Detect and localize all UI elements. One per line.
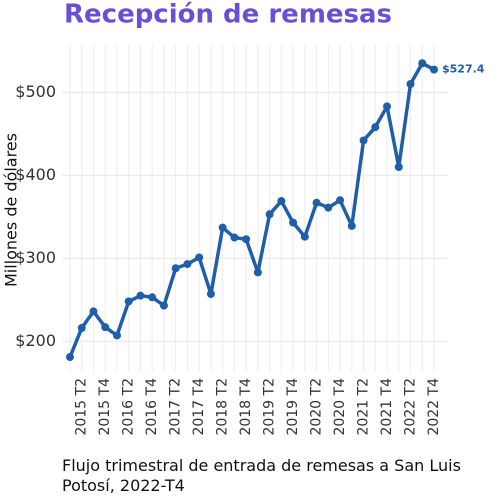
point bbox=[312, 198, 321, 207]
point bbox=[124, 297, 133, 306]
point bbox=[206, 289, 215, 298]
y-axis-label: Millones de dólares bbox=[2, 133, 21, 287]
point bbox=[148, 293, 157, 302]
y-tick-label: $300 bbox=[15, 248, 56, 267]
x-tick-label: 2016 T2 bbox=[121, 378, 137, 436]
point bbox=[300, 232, 309, 241]
point bbox=[359, 136, 368, 145]
x-tick-label: 2018 T2 bbox=[215, 378, 231, 436]
point bbox=[89, 307, 98, 316]
x-tick-label: 2019 T4 bbox=[285, 378, 301, 436]
point bbox=[394, 163, 403, 172]
point bbox=[347, 221, 356, 230]
x-tick-label: 2017 T2 bbox=[168, 378, 184, 436]
point bbox=[183, 260, 192, 269]
point bbox=[430, 65, 438, 74]
x-tick-label: 2021 T2 bbox=[356, 378, 372, 436]
point bbox=[253, 268, 262, 277]
point bbox=[159, 301, 168, 310]
x-tick-label: 2015 T4 bbox=[97, 378, 113, 436]
caption: Flujo trimestral de entrada de remesas a… bbox=[62, 456, 461, 495]
point bbox=[101, 323, 110, 332]
chart-title: Recepción de remesas bbox=[64, 0, 392, 30]
y-tick-label: $500 bbox=[15, 82, 56, 101]
x-tick-label: 2017 T4 bbox=[191, 378, 207, 436]
x-tick-label: 2018 T4 bbox=[238, 378, 254, 436]
point bbox=[171, 264, 180, 273]
point bbox=[265, 210, 274, 219]
x-tick-label: 2016 T4 bbox=[144, 378, 160, 436]
line bbox=[68, 61, 435, 358]
point bbox=[77, 324, 86, 333]
point bbox=[277, 197, 286, 206]
point bbox=[66, 353, 74, 362]
point bbox=[418, 59, 427, 68]
x-tick-label: 2022 T2 bbox=[403, 378, 419, 436]
x-tick-label: 2019 T2 bbox=[262, 378, 278, 436]
point bbox=[406, 80, 415, 89]
x-tick-label: 2022 T4 bbox=[426, 378, 442, 436]
x-tick-label: 2021 T4 bbox=[379, 378, 395, 436]
point bbox=[336, 196, 345, 205]
value-label: $527.4 bbox=[442, 63, 485, 76]
point bbox=[136, 291, 145, 300]
point bbox=[230, 233, 239, 242]
x-tick-label: 2015 T2 bbox=[74, 378, 90, 436]
point bbox=[289, 218, 298, 227]
y-tick-label: $400 bbox=[15, 165, 56, 184]
point bbox=[324, 203, 333, 212]
y-tick-label: $200 bbox=[15, 331, 56, 350]
point bbox=[242, 235, 251, 244]
x-tick-label: 2020 T2 bbox=[309, 378, 325, 436]
point bbox=[218, 223, 227, 232]
point bbox=[112, 331, 121, 340]
point bbox=[383, 102, 392, 111]
point bbox=[371, 123, 380, 132]
x-tick-label: 2020 T4 bbox=[332, 378, 348, 436]
point bbox=[195, 253, 204, 262]
